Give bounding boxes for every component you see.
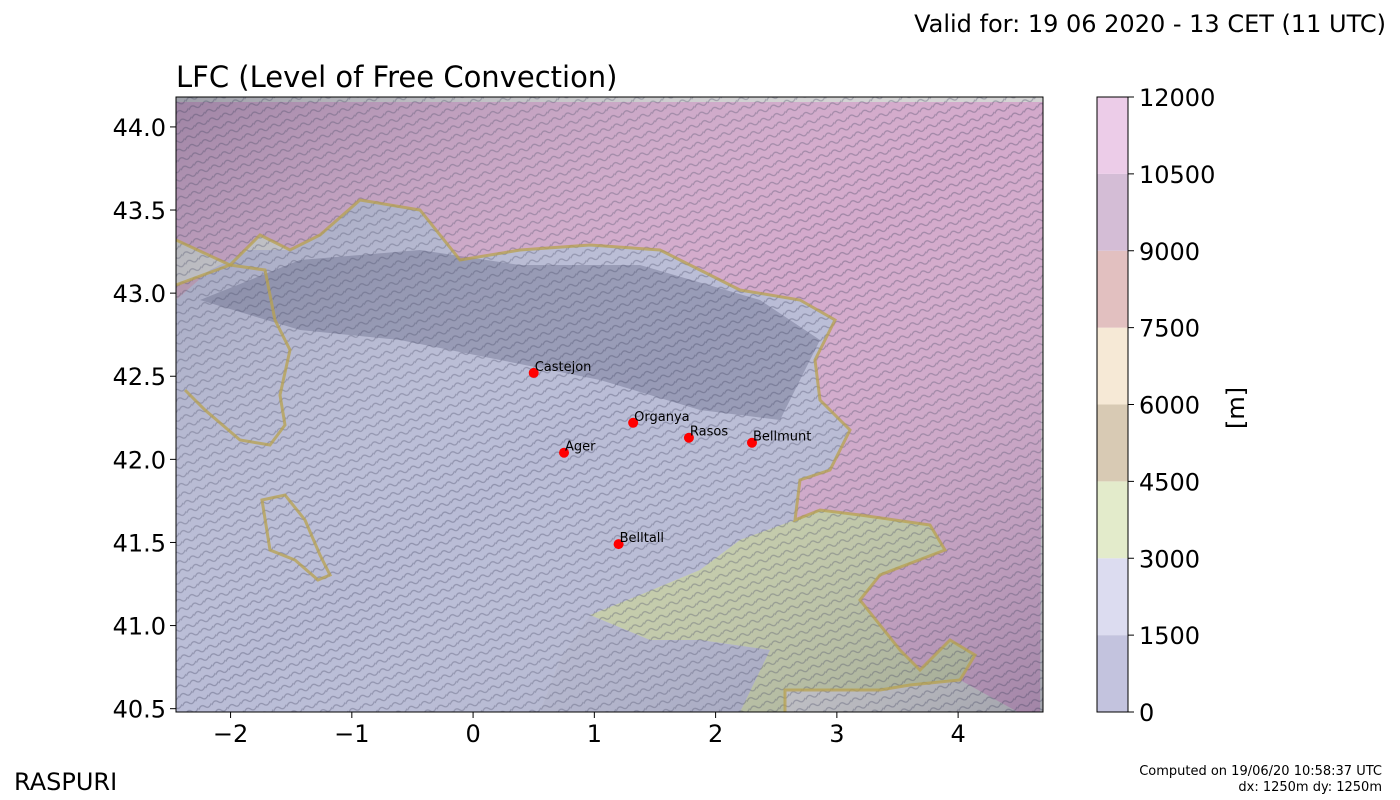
map-area bbox=[176, 97, 1043, 712]
colorbar: 12000 10500 9000 7500 6000 4500 3000 1500 0 bbox=[1096, 84, 1215, 727]
y-tick-label: 41.0 bbox=[113, 613, 166, 641]
colorbar-segment bbox=[1097, 327, 1128, 405]
city-marker bbox=[628, 417, 639, 428]
map-title: LFC (Level of Free Convection) bbox=[176, 60, 618, 94]
city-marker bbox=[559, 447, 570, 458]
x-tick-label: 4 bbox=[950, 720, 965, 748]
city-label: Organya bbox=[634, 410, 689, 425]
x-axis: −2 −1 0 1 2 3 4 bbox=[213, 712, 966, 748]
computed-info: Computed on 19/06/20 10:58:37 UTC dx: 12… bbox=[1139, 764, 1382, 796]
terrain-shade bbox=[176, 97, 1043, 712]
colorbar-tick-label: 3000 bbox=[1139, 545, 1200, 573]
city-label: Rasos bbox=[690, 425, 728, 440]
colorbar-tick-label: 12000 bbox=[1139, 84, 1215, 112]
lfc-contour-southwest bbox=[260, 493, 333, 582]
colorbar-tick-label: 1500 bbox=[1139, 622, 1200, 650]
city-label: Belltall bbox=[620, 531, 664, 546]
colorbar-segment bbox=[1097, 173, 1128, 251]
colorbar-segment bbox=[1097, 481, 1128, 559]
colorbar-tick-label: 0 bbox=[1139, 699, 1154, 727]
valid-time: Valid for: 19 06 2020 - 13 CET (11 UTC) bbox=[914, 10, 1386, 38]
x-tick-label: −2 bbox=[213, 720, 248, 748]
city-marker bbox=[528, 367, 539, 378]
y-tick-label: 42.5 bbox=[113, 363, 166, 391]
x-tick-label: 3 bbox=[829, 720, 844, 748]
colorbar-segment bbox=[1097, 250, 1128, 328]
y-tick-label: 43.5 bbox=[113, 197, 166, 225]
lfc-contour bbox=[176, 198, 978, 712]
computed-time: Computed on 19/06/20 10:58:37 UTC bbox=[1139, 764, 1382, 779]
x-tick-label: −1 bbox=[334, 720, 369, 748]
y-tick-label: 42.0 bbox=[113, 446, 166, 474]
colorbar-tick-label: 7500 bbox=[1139, 315, 1200, 343]
mountain-band bbox=[200, 250, 820, 420]
colorbar-segment bbox=[1097, 635, 1128, 712]
y-tick-label: 43.0 bbox=[113, 280, 166, 308]
colorbar-tick-label: 9000 bbox=[1139, 238, 1200, 266]
city-label: Ager bbox=[565, 440, 596, 455]
brand-label: RASPURI bbox=[14, 768, 118, 796]
lfc-contour-west bbox=[176, 263, 292, 447]
colorbar-label: [m] bbox=[1222, 387, 1250, 429]
x-tick-label: 1 bbox=[587, 720, 602, 748]
x-tick-label: 0 bbox=[465, 720, 480, 748]
grid-resolution: dx: 1250m dy: 1250m bbox=[1238, 780, 1382, 795]
colorbar-tick-label: 10500 bbox=[1139, 161, 1215, 189]
colorbar-segment bbox=[1097, 558, 1128, 636]
city-marker bbox=[746, 437, 757, 448]
map-frame bbox=[175, 96, 1044, 713]
y-tick-label: 44.0 bbox=[113, 114, 166, 142]
y-tick-label: 40.5 bbox=[113, 696, 166, 724]
colorbar-segment bbox=[1097, 404, 1128, 482]
y-axis: 44.0 43.5 43.0 42.5 42.0 41.5 41.0 40.5 bbox=[113, 114, 176, 724]
y-tick-label: 41.5 bbox=[113, 529, 166, 557]
city-label: Castejon bbox=[535, 360, 592, 375]
city-marker bbox=[683, 432, 694, 443]
colorbar-segment bbox=[1097, 97, 1128, 174]
city-marker bbox=[613, 539, 624, 550]
colorbar-tick-label: 4500 bbox=[1139, 468, 1200, 496]
colorbar-tick-label: 6000 bbox=[1139, 392, 1200, 420]
city-label: Bellmunt bbox=[753, 430, 811, 445]
x-tick-label: 2 bbox=[708, 720, 723, 748]
